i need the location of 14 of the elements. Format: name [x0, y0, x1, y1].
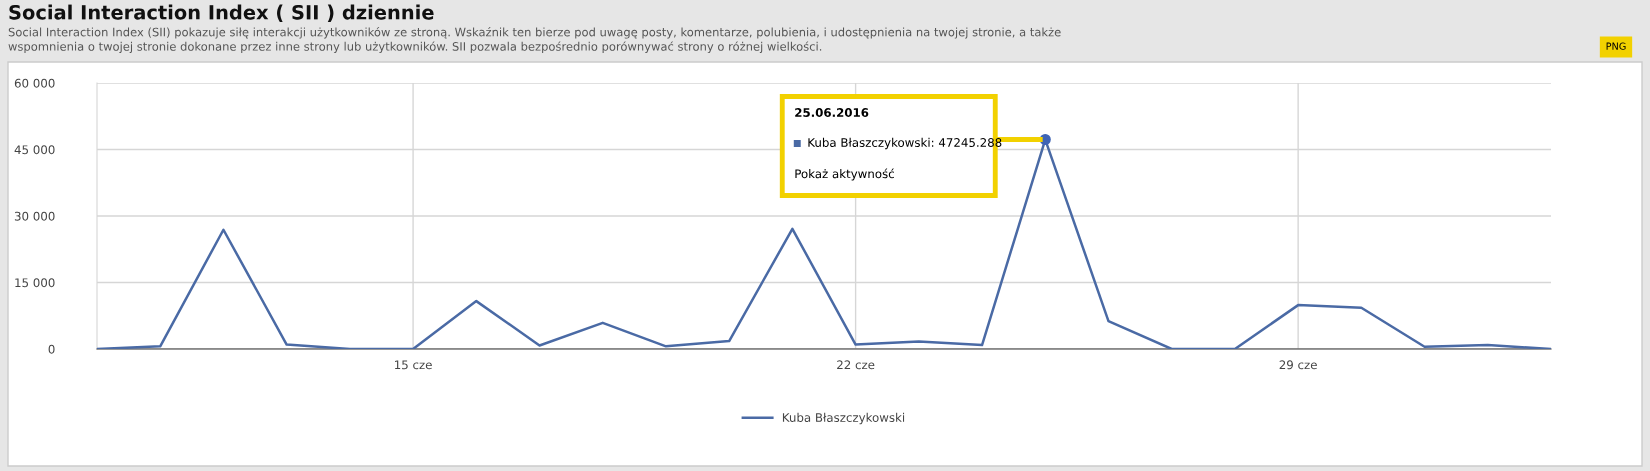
- chart-subtitle: Social Interaction Index (SII) pokazuje siłę interakcji użytkowników ze stroną. Wskaźnik ten bierze pod uwagę posty, komentarze, polubienia, i udostępnienia na twojej stronie, a także wspomnienia o twojej stronie dokonane przez inne strony lub użytkowników. SII pozwala bezpośrednio porównywać strony o różnej wielkości.: [8, 27, 1061, 53]
- annotation: 25.06.2016: [795, 108, 869, 117]
- x-tick-label: 22 cze: [837, 360, 875, 370]
- x-tick-label: 15 cze: [395, 360, 432, 370]
- y-tick-label: 60 000: [14, 78, 55, 88]
- chart-title: Social Interaction Index ( SII ) dziennie: [9, 4, 434, 22]
- legend-label: Kuba Błaszczykowski: [782, 412, 905, 425]
- y-tick-label: 45 000: [14, 145, 55, 155]
- y-tick-label: 30 000: [14, 211, 55, 221]
- annotation: Pokaż aktywność: [795, 168, 894, 181]
- text: PNG: [1606, 42, 1626, 50]
- y-tick-label: 0: [48, 344, 55, 354]
- x-tick-label: 29 cze: [1279, 360, 1317, 370]
- y-tick-label: 15 000: [15, 278, 55, 288]
